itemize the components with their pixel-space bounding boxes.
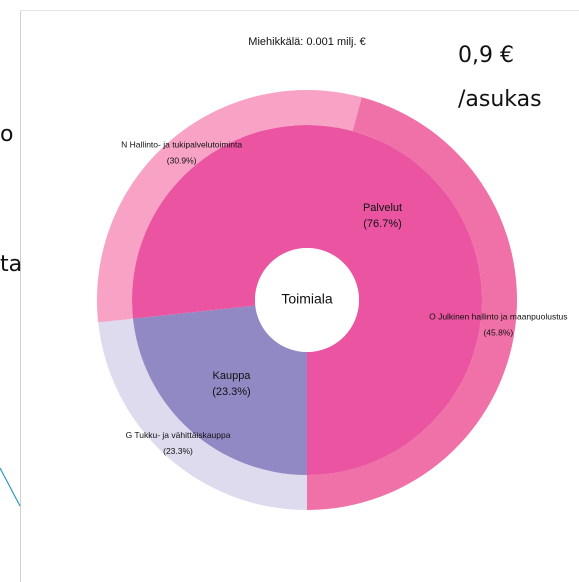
outer-value-label: (45.8%) [483,328,513,338]
inner-segment [132,305,307,475]
per-capita-unit: /asukas [458,87,542,112]
outer-segment [97,90,362,323]
inner-value-label: (76.7%) [363,218,402,230]
inner-label: Palvelut [363,202,402,214]
outer-label: N Hallinto- ja tukipalvelutoiminta [121,139,242,149]
center-label: Toimiala [281,291,333,307]
outer-value-label: (23.3%) [163,446,193,456]
outer-value-label: (30.9%) [167,155,197,165]
per-capita-value: 0,9 € [458,43,514,68]
chart: Toimiala G Tukku- ja vähittäiskauppa (23.3… [97,90,568,510]
inner-segment [132,124,482,476]
outer-label: O Julkinen hallinto ja maanpuolustus [429,312,567,322]
center-hole [255,248,359,352]
left-fragment: o [0,122,13,147]
connector-line [0,467,21,507]
chart-title: Miehikkälä: 0.001 milj. € [248,36,365,48]
inner-value-label: (23.3%) [212,386,251,398]
outer-label: G Tukku- ja vähittäiskauppa [126,430,231,440]
left-fragment: ta [0,252,22,277]
outer-segment [98,318,307,510]
outer-segment [307,97,517,510]
inner-label: Kauppa [213,370,252,382]
